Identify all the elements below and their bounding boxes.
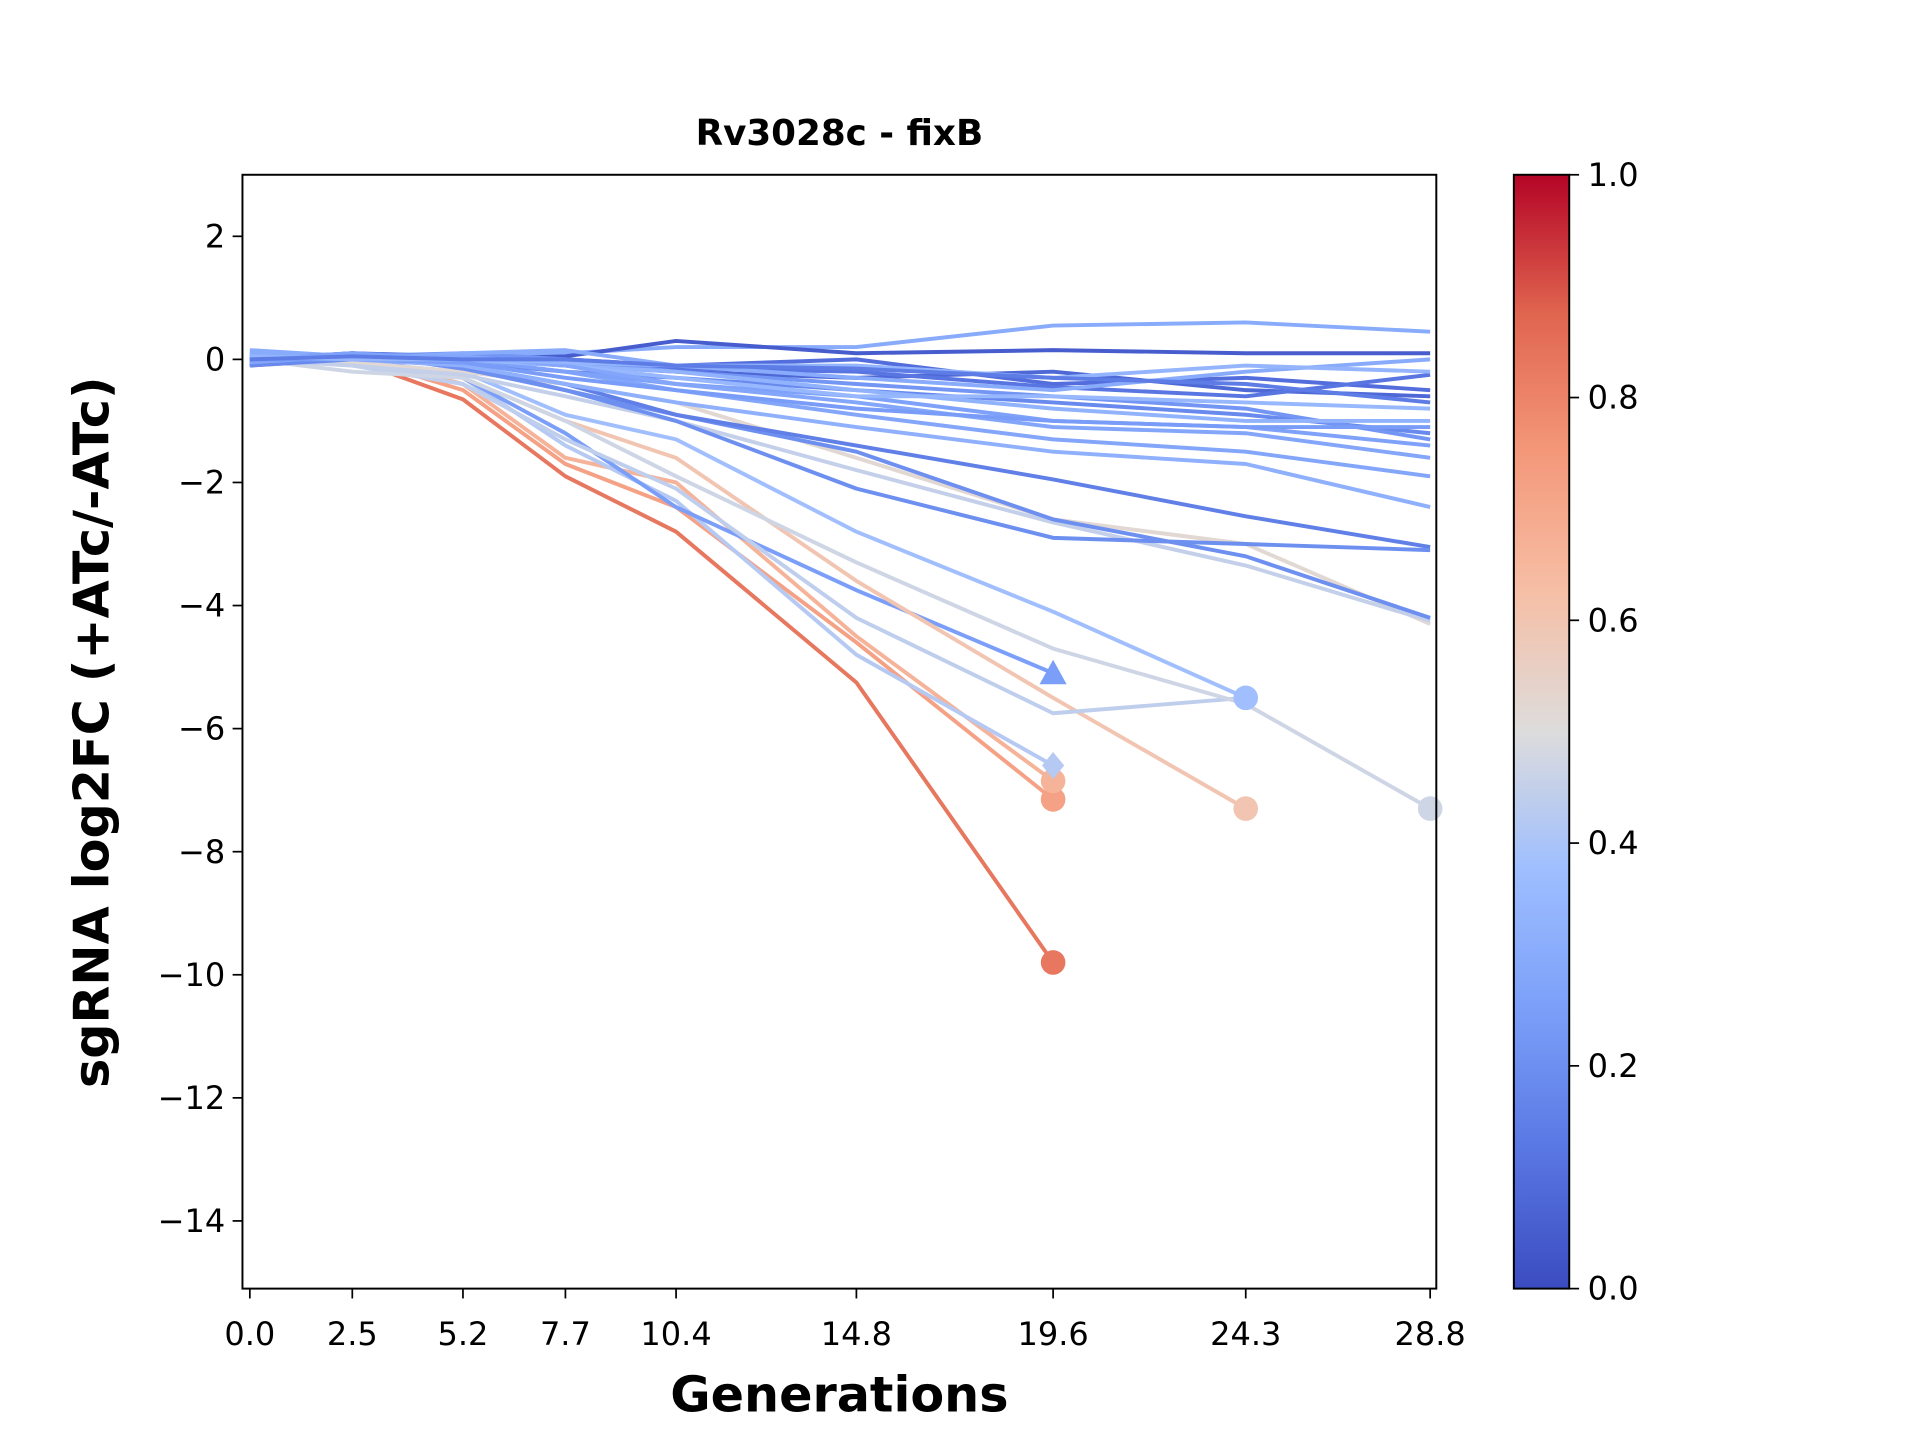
y-tick-label-2: −2 [178, 464, 225, 502]
x-axis: 0.0 2.5 5.2 7.7 10.4 14.8 19.6 24.3 28.8 [224, 1288, 1466, 1353]
x-axis-label: Generations [670, 1366, 1008, 1424]
series-end-marker-4 [1039, 659, 1067, 685]
x-tick-label-1: 2.5 [327, 1315, 378, 1353]
series-line-8 [249, 357, 1432, 811]
series-end-marker-1 [1040, 787, 1066, 812]
colorbar-tick-label-3: 0.6 [1588, 601, 1639, 639]
x-tick-label-5: 14.8 [821, 1315, 892, 1353]
y-tick-label-1: 0 [205, 340, 225, 378]
x-tick-label-3: 7.7 [540, 1315, 591, 1353]
colorbar-tick-label-5: 1.0 [1588, 156, 1639, 194]
series-end-marker-8 [1417, 796, 1443, 821]
y-axis: 2 0 −2 −4 −6 −8 −10 −12 −14 [158, 217, 243, 1240]
y-tick-label-8: −14 [158, 1202, 226, 1240]
y-axis-label: sgRNA log2FC (+ATc/-ATc) [62, 377, 120, 1088]
colorbar-tick-label-2: 0.4 [1588, 824, 1639, 862]
x-tick-label-8: 28.8 [1395, 1315, 1466, 1353]
plot-frame [241, 173, 1438, 1290]
y-tick-label-5: −8 [178, 833, 225, 871]
y-tick-label-3: −4 [178, 587, 225, 625]
series-end-marker-0 [1040, 950, 1066, 975]
colorbar-ticks: 0.0 0.2 0.4 0.6 0.8 1.0 [1569, 156, 1639, 1308]
x-tick-label-2: 5.2 [438, 1315, 489, 1353]
series-lines [249, 320, 1432, 964]
colorbar-tick-label-1: 0.2 [1588, 1047, 1639, 1085]
y-tick-label-7: −12 [158, 1079, 226, 1117]
series-end-marker-5 [1233, 796, 1259, 821]
series-end-marker-2 [1040, 768, 1066, 794]
x-tick-label-6: 19.6 [1017, 1315, 1088, 1353]
x-tick-label-4: 10.4 [640, 1315, 711, 1353]
y-tick-label-6: −10 [158, 956, 226, 994]
y-tick-label-4: −6 [178, 710, 225, 748]
series-end-marker-6 [1233, 685, 1259, 711]
x-tick-label-7: 24.3 [1210, 1315, 1281, 1353]
x-tick-label-0: 0.0 [224, 1315, 275, 1353]
colorbar-tick-label-0: 0.0 [1588, 1270, 1639, 1308]
y-tick-label-0: 2 [205, 217, 225, 255]
series-line-30 [249, 354, 1431, 405]
colorbar [1512, 173, 1571, 1290]
chart-title: Rv3028c - fixB [696, 113, 984, 154]
colorbar-tick-label-4: 0.8 [1588, 379, 1639, 417]
